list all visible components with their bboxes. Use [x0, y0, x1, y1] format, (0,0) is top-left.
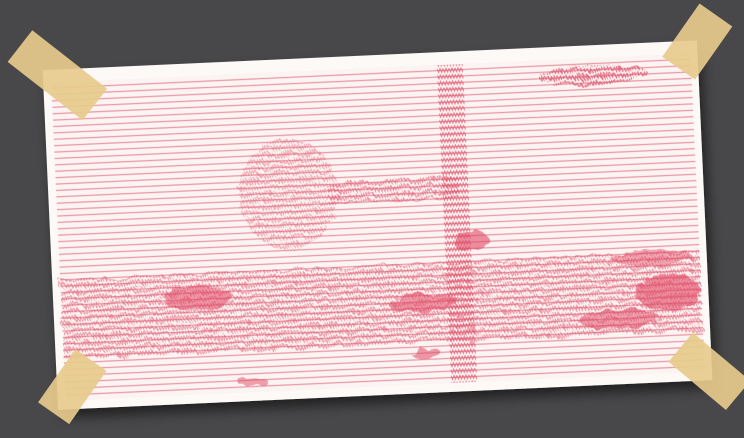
- scene: [0, 0, 744, 438]
- page: (() => { const data = JSON.parse(documen…: [0, 0, 744, 438]
- seismogram-paper: [43, 40, 713, 409]
